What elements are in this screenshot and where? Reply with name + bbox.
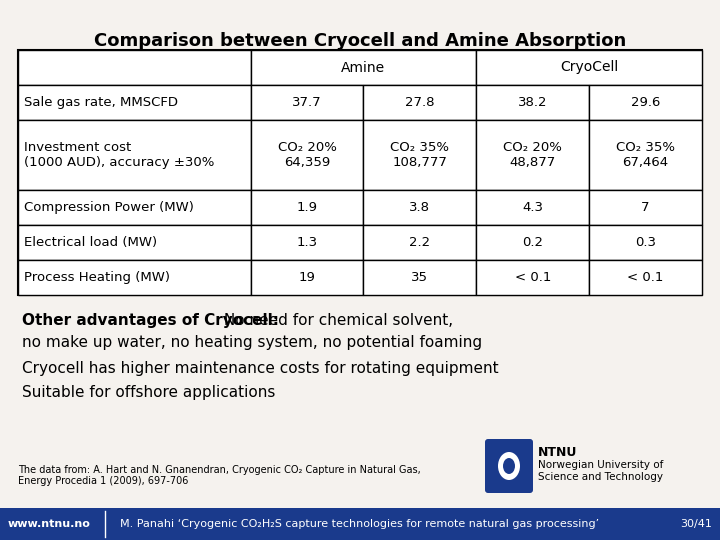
Bar	[251, 260, 364, 295]
Bar	[18, 85, 251, 120]
Text: 7: 7	[642, 201, 650, 214]
Text: 29.6: 29.6	[631, 96, 660, 109]
Text: M. Panahi ‘Cryogenic CO₂H₂S capture technologies for remote natural gas processi: M. Panahi ‘Cryogenic CO₂H₂S capture tech…	[120, 519, 600, 529]
Bar	[364, 85, 477, 120]
Text: CO₂ 20%
64,359: CO₂ 20% 64,359	[277, 141, 336, 169]
Text: Energy Procedia 1 (2009), 697-706: Energy Procedia 1 (2009), 697-706	[18, 476, 189, 486]
Ellipse shape	[503, 458, 515, 474]
Text: NTNU: NTNU	[538, 446, 577, 459]
Text: CO₂ 20%
48,877: CO₂ 20% 48,877	[503, 141, 562, 169]
Bar	[251, 120, 364, 190]
Text: CryoCell: CryoCell	[560, 60, 618, 75]
Bar	[477, 85, 589, 120]
Text: 38.2: 38.2	[518, 96, 547, 109]
Text: Science and Technology: Science and Technology	[538, 472, 663, 482]
Text: 3.8: 3.8	[410, 201, 431, 214]
Bar	[364, 260, 477, 295]
Text: 19: 19	[299, 271, 315, 284]
Bar	[364, 190, 477, 225]
Bar	[251, 85, 364, 120]
Text: 0.2: 0.2	[522, 236, 543, 249]
Bar	[251, 190, 364, 225]
Text: 1.9: 1.9	[297, 201, 318, 214]
Bar	[589, 120, 702, 190]
Bar	[477, 225, 589, 260]
Bar	[477, 260, 589, 295]
Bar	[364, 120, 477, 190]
Bar	[589, 85, 702, 120]
Bar	[589, 260, 702, 295]
Bar	[18, 50, 251, 85]
Bar	[251, 225, 364, 260]
Text: No need for chemical solvent,: No need for chemical solvent,	[219, 313, 454, 328]
Text: Sale gas rate, MMSCFD: Sale gas rate, MMSCFD	[24, 96, 178, 109]
Bar	[0, 508, 720, 540]
Ellipse shape	[498, 452, 520, 480]
Bar	[477, 50, 702, 85]
Text: Comparison between Cryocell and Amine Absorption: Comparison between Cryocell and Amine Ab…	[94, 32, 626, 50]
Text: 27.8: 27.8	[405, 96, 435, 109]
Text: 30/41: 30/41	[680, 519, 712, 529]
Bar	[18, 50, 702, 295]
Bar	[251, 50, 477, 85]
Bar	[18, 260, 251, 295]
Text: 37.7: 37.7	[292, 96, 322, 109]
Text: CO₂ 35%
108,777: CO₂ 35% 108,777	[390, 141, 449, 169]
Bar	[18, 225, 251, 260]
Text: 0.3: 0.3	[635, 236, 656, 249]
Text: 35: 35	[411, 271, 428, 284]
Text: Norwegian University of: Norwegian University of	[538, 460, 663, 470]
Text: Process Heating (MW): Process Heating (MW)	[24, 271, 170, 284]
Text: 1.3: 1.3	[297, 236, 318, 249]
Text: CO₂ 35%
67,464: CO₂ 35% 67,464	[616, 141, 675, 169]
Text: < 0.1: < 0.1	[627, 271, 664, 284]
Text: Other advantages of Cryocell:: Other advantages of Cryocell:	[22, 313, 279, 328]
Text: 2.2: 2.2	[409, 236, 431, 249]
Bar	[18, 190, 251, 225]
Bar	[18, 120, 251, 190]
Text: Cryocell has higher maintenance costs for rotating equipment: Cryocell has higher maintenance costs fo…	[22, 361, 499, 376]
Text: < 0.1: < 0.1	[515, 271, 551, 284]
Text: Electrical load (MW): Electrical load (MW)	[24, 236, 157, 249]
Bar	[589, 190, 702, 225]
Text: The data from: A. Hart and N. Gnanendran, Cryogenic CO₂ Capture in Natural Gas,: The data from: A. Hart and N. Gnanendran…	[18, 465, 420, 475]
Text: no make up water, no heating system, no potential foaming: no make up water, no heating system, no …	[22, 335, 482, 350]
Text: Investment cost
(1000 AUD), accuracy ±30%: Investment cost (1000 AUD), accuracy ±30…	[24, 141, 215, 169]
Text: 4.3: 4.3	[522, 201, 543, 214]
Bar	[477, 120, 589, 190]
Text: Amine: Amine	[341, 60, 385, 75]
Text: Compression Power (MW): Compression Power (MW)	[24, 201, 194, 214]
FancyBboxPatch shape	[485, 439, 533, 493]
Bar	[477, 190, 589, 225]
Text: www.ntnu.no: www.ntnu.no	[8, 519, 91, 529]
Text: Suitable for offshore applications: Suitable for offshore applications	[22, 385, 275, 400]
Bar	[589, 225, 702, 260]
Bar	[364, 225, 477, 260]
